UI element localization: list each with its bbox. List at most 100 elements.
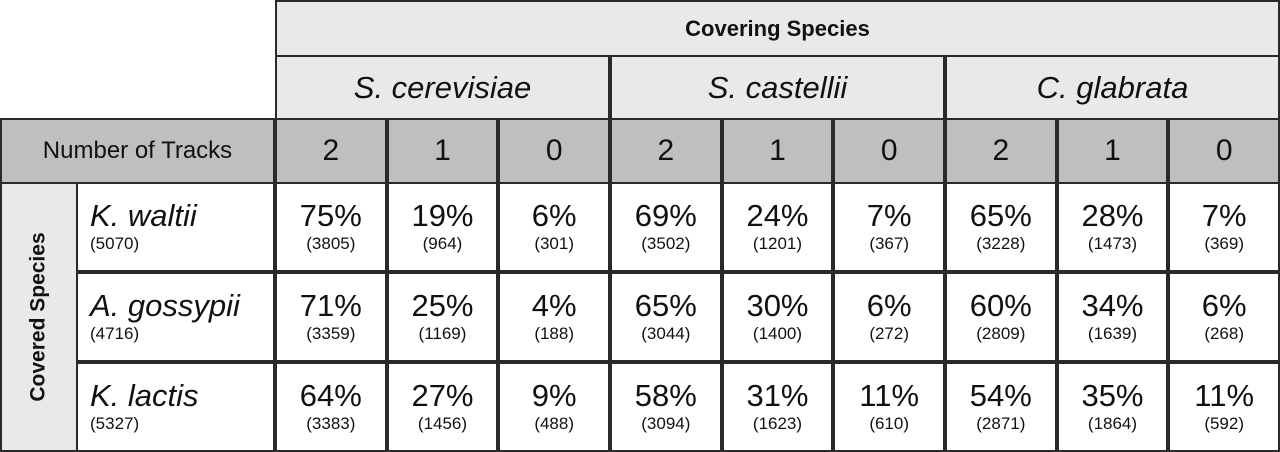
data-cell: 54% (2871) xyxy=(945,362,1057,452)
row-count: (4716) xyxy=(90,324,140,343)
data-cell: 7% (369) xyxy=(1168,182,1280,272)
tracks-header: 1 xyxy=(1056,118,1169,184)
percent: 34% xyxy=(1081,288,1144,323)
count: (3044) xyxy=(641,324,691,343)
row-header: A. gossypii (4716) xyxy=(76,272,275,362)
track-count: 1 xyxy=(1104,134,1121,167)
count: (1623) xyxy=(752,414,803,433)
count: (301) xyxy=(534,234,574,253)
data-cell: 27% (1456) xyxy=(386,362,499,452)
data-cell: 58% (3094) xyxy=(610,362,722,452)
species-name: S. castellii xyxy=(707,69,848,105)
data-cell: 30% (1400) xyxy=(721,272,834,362)
percent: 11% xyxy=(1194,378,1255,413)
rows-label-cell: Covered Species xyxy=(0,182,78,452)
count: (2809) xyxy=(976,324,1026,343)
track-count: 1 xyxy=(434,134,451,167)
track-count: 2 xyxy=(322,134,340,167)
tracks-header: 0 xyxy=(1168,118,1280,184)
tracks-label-cell: Number of Tracks xyxy=(0,118,275,184)
percent: 27% xyxy=(411,378,474,413)
row-header: K. waltii (5070) xyxy=(76,182,275,272)
data-cell: 6% (268) xyxy=(1168,272,1280,362)
percent: 24% xyxy=(746,198,809,233)
data-cell: 9% (488) xyxy=(498,362,610,452)
tracks-header: 1 xyxy=(721,118,834,184)
percent: 6% xyxy=(531,198,577,233)
count: (1169) xyxy=(418,324,467,343)
track-count: 2 xyxy=(992,134,1010,167)
data-cell: 65% (3044) xyxy=(610,272,722,362)
percent: 35% xyxy=(1081,378,1144,413)
percent: 19% xyxy=(411,198,474,233)
species-header: S. castellii xyxy=(610,55,945,120)
data-cell: 6% (301) xyxy=(498,182,610,272)
count: (3094) xyxy=(641,414,691,433)
count: (272) xyxy=(869,324,909,343)
data-cell: 71% (3359) xyxy=(275,272,387,362)
count: (3805) xyxy=(306,234,356,253)
count: (488) xyxy=(534,414,574,433)
tracks-header: 0 xyxy=(833,118,945,184)
data-cell: 6% (272) xyxy=(833,272,945,362)
rows-label: Covered Species xyxy=(27,232,51,402)
count: (1201) xyxy=(752,234,803,253)
count: (268) xyxy=(1204,324,1244,343)
percent: 71% xyxy=(299,288,362,323)
percent: 65% xyxy=(634,288,697,323)
percent: 60% xyxy=(969,288,1032,323)
count: (3383) xyxy=(306,414,356,433)
percent: 11% xyxy=(859,378,920,413)
row-name: K. lactis xyxy=(90,378,199,413)
tracks-header: 2 xyxy=(275,118,387,184)
count: (3502) xyxy=(641,234,691,253)
count: (1864) xyxy=(1087,414,1138,433)
count: (610) xyxy=(869,414,909,433)
data-cell: 11% (610) xyxy=(833,362,945,452)
percent: 31% xyxy=(746,378,809,413)
percent: 6% xyxy=(866,288,912,323)
data-cell: 24% (1201) xyxy=(721,182,834,272)
data-cell: 19% (964) xyxy=(386,182,499,272)
count: (188) xyxy=(534,324,574,343)
data-cell: 64% (3383) xyxy=(275,362,387,452)
track-count: 0 xyxy=(545,134,563,167)
count: (1639) xyxy=(1087,324,1138,343)
percent: 25% xyxy=(411,288,474,323)
count: (2871) xyxy=(976,414,1026,433)
data-cell: 35% (1864) xyxy=(1056,362,1169,452)
count: (1400) xyxy=(752,324,803,343)
percent: 30% xyxy=(746,288,809,323)
tracks-header: 0 xyxy=(498,118,610,184)
species-header: C. glabrata xyxy=(945,55,1280,120)
table-title: Covering Species xyxy=(685,15,870,41)
data-cell: 7% (367) xyxy=(833,182,945,272)
count: (592) xyxy=(1204,414,1244,433)
data-cell: 75% (3805) xyxy=(275,182,387,272)
species-name: C. glabrata xyxy=(1036,69,1189,105)
track-count: 0 xyxy=(1215,134,1233,167)
data-cell: 34% (1639) xyxy=(1056,272,1169,362)
percent: 69% xyxy=(634,198,697,233)
species-header: S. cerevisiae xyxy=(275,55,610,120)
percent: 64% xyxy=(299,378,362,413)
tracks-header: 2 xyxy=(945,118,1057,184)
row-count: (5070) xyxy=(90,234,140,253)
track-count: 2 xyxy=(657,134,675,167)
percent: 75% xyxy=(299,198,362,233)
percent: 28% xyxy=(1081,198,1144,233)
percent: 58% xyxy=(634,378,697,413)
percent: 6% xyxy=(1201,288,1247,323)
data-cell: 31% (1623) xyxy=(721,362,834,452)
track-count: 1 xyxy=(769,134,786,167)
count: (367) xyxy=(869,234,909,253)
row-header: K. lactis (5327) xyxy=(76,362,275,452)
row-name: K. waltii xyxy=(90,198,197,233)
tracks-header: 1 xyxy=(386,118,499,184)
percent: 65% xyxy=(969,198,1032,233)
data-cell: 60% (2809) xyxy=(945,272,1057,362)
species-name: S. cerevisiae xyxy=(353,69,532,105)
percent: 9% xyxy=(531,378,577,413)
percent: 54% xyxy=(969,378,1032,413)
